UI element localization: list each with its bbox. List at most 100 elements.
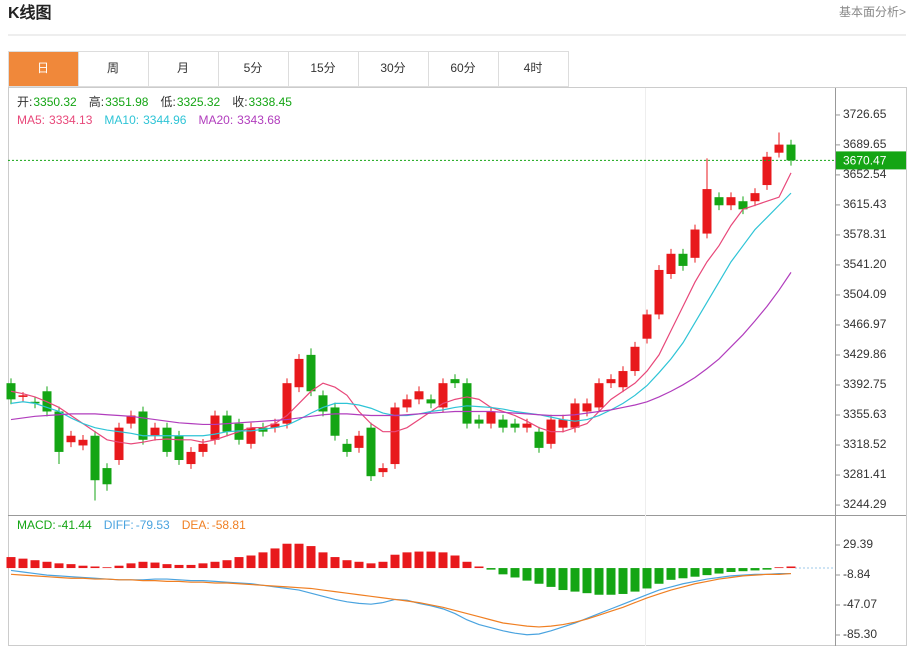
macd-bar <box>702 568 712 576</box>
tab-label[interactable]: 日 <box>37 61 49 75</box>
macd-bar <box>198 563 208 569</box>
candle-body <box>114 427 124 461</box>
candle-body <box>498 419 508 428</box>
candle-body <box>714 197 724 206</box>
candle-body <box>582 403 592 412</box>
candle-body <box>18 395 28 397</box>
quote-value: 3325.32 <box>177 95 221 109</box>
candle-body <box>294 358 304 388</box>
candle-body <box>558 419 568 428</box>
y-tick-label: 3244.29 <box>843 497 887 511</box>
candle-body <box>90 435 100 481</box>
candle-body <box>654 269 664 315</box>
macd-bar <box>390 554 400 569</box>
candle-body <box>462 383 472 424</box>
candle-body <box>198 443 208 452</box>
ma-legend-label: MA20: <box>198 113 233 127</box>
macd-bar <box>666 568 676 580</box>
candle-body <box>786 144 796 161</box>
ma-legend-label: MA10: <box>104 113 139 127</box>
tab-label[interactable]: 5分 <box>244 61 263 75</box>
tab-label[interactable]: 15分 <box>310 61 335 75</box>
fundamental-link[interactable]: 基本面分析> <box>839 5 906 19</box>
macd-bar <box>486 568 496 570</box>
y-tick-label: 3429.86 <box>843 347 887 361</box>
ma-legend-value: 3344.96 <box>143 113 187 127</box>
macd-bar <box>762 568 772 570</box>
candle-body <box>678 253 688 266</box>
tab-label[interactable]: 60分 <box>450 61 475 75</box>
candle-body <box>750 193 760 202</box>
candle-body <box>606 379 616 384</box>
macd-bar <box>366 563 376 569</box>
macd-legend-label: DEA: <box>182 518 210 532</box>
macd-bar <box>774 567 784 569</box>
indicator-line <box>10 192 792 437</box>
macd-bar <box>318 552 328 569</box>
ma-legend-value: 3334.13 <box>49 113 93 127</box>
candle-body <box>630 346 640 372</box>
candle-body <box>54 411 64 452</box>
candle-body <box>570 403 580 428</box>
quote-label: 低: <box>160 95 175 109</box>
candle-body <box>594 383 604 408</box>
macd-bar <box>342 560 352 569</box>
candle-body <box>438 383 448 408</box>
tab-label[interactable]: 月 <box>177 61 189 75</box>
macd-bar <box>234 557 244 569</box>
candle-body <box>210 415 220 440</box>
y-tick-label: -8.84 <box>843 567 871 581</box>
candle-body <box>738 201 748 210</box>
macd-bar <box>54 563 64 569</box>
candle-body <box>126 415 136 424</box>
macd-bar <box>474 566 484 569</box>
candle-body <box>66 435 76 443</box>
macd-bar <box>66 564 76 569</box>
tab[interactable] <box>288 51 359 87</box>
candle-body <box>486 411 496 424</box>
macd-bar <box>102 567 112 569</box>
y-tick-label: -47.07 <box>843 597 877 611</box>
macd-bar <box>498 568 508 575</box>
macd-bar <box>570 568 580 592</box>
macd-bar <box>450 555 460 569</box>
candle-body <box>78 439 88 446</box>
current-price-tag <box>836 151 906 170</box>
candle-body <box>522 423 532 428</box>
tab-label[interactable]: 4时 <box>524 61 543 75</box>
macd-legend-value: -41.44 <box>58 518 92 532</box>
candle-body <box>414 391 424 400</box>
tab-label[interactable]: 30分 <box>380 61 405 75</box>
macd-legend-value: -79.53 <box>136 518 170 532</box>
tab[interactable] <box>78 51 149 87</box>
macd-bar <box>402 552 412 569</box>
macd-bar <box>294 543 304 569</box>
candle-body <box>162 427 172 452</box>
macd-bar <box>534 568 544 584</box>
macd-bar <box>690 568 700 577</box>
candle-body <box>666 253 676 275</box>
macd-legend-label: DIFF: <box>104 518 134 532</box>
quote-label: 高: <box>89 94 104 109</box>
macd-bar <box>222 560 232 569</box>
macd-bar <box>462 561 472 569</box>
quote-label: 开: <box>17 95 32 109</box>
candle-body <box>366 427 376 477</box>
tab[interactable] <box>498 51 569 87</box>
macd-bar <box>138 561 148 569</box>
candle-body <box>282 383 292 424</box>
quote-value: 3338.45 <box>249 95 293 109</box>
macd-bar <box>126 563 136 569</box>
candle-body <box>138 411 148 440</box>
tab-label[interactable]: 周 <box>107 61 119 75</box>
macd-bar <box>750 568 760 571</box>
macd-bar <box>438 552 448 569</box>
macd-bar <box>510 568 520 578</box>
quote-label: 收: <box>232 95 247 109</box>
y-tick-label: 3392.75 <box>843 377 887 391</box>
tab[interactable] <box>8 51 79 87</box>
candle-body <box>150 427 160 436</box>
y-tick-label: 3355.63 <box>843 407 887 421</box>
candle-body <box>30 401 40 404</box>
candle-body <box>402 399 412 408</box>
